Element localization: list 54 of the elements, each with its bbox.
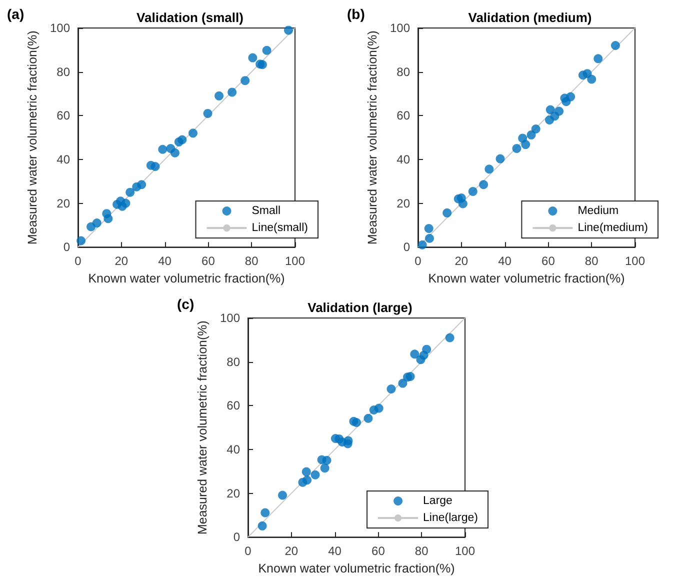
x-tick-label: 100 [624,254,646,268]
y-tick-label: 40 [226,442,240,456]
y-tick-label: 80 [56,64,70,79]
y-tick-label: 100 [50,21,70,35]
y-tick-label: 0 [233,530,240,544]
legend-label: Medium [578,205,619,217]
y-axis-title: Measured water volumetric fraction(%) [26,30,40,245]
x-tick-label: 0 [74,254,82,268]
x-tick-label: 20 [284,544,298,558]
y-tick-label: 20 [56,196,70,210]
legend-label: Line(large) [423,512,478,524]
y-axis-title: Measured water volumetric fraction(%) [366,30,380,245]
x-tick-label: 40 [328,544,342,558]
y-tick-label: 40 [56,152,70,166]
chart-title: Validation (small) [136,10,244,25]
y-tick-label: 100 [220,311,240,325]
x-tick-label: 80 [414,544,429,558]
y-axis-title: Measured water volumetric fraction(%) [196,320,210,535]
x-tick-label: 60 [202,254,216,268]
y-tick-label: 40 [396,152,410,166]
x-axis-title: Known water volumetric fraction(%) [428,272,625,286]
y-tick-label: 100 [390,21,410,35]
legend-label: Line(small) [252,222,308,234]
x-tick-label: 20 [454,254,468,268]
chart-title: Validation (large) [308,300,412,315]
x-tick-label: 100 [454,544,476,558]
x-tick-label: 20 [114,254,128,268]
x-tick-label: 0 [244,544,252,558]
legend-label: Large [423,495,452,507]
x-tick-label: 80 [244,254,259,268]
legend-label: Small [252,205,281,217]
x-tick-label: 0 [414,254,422,268]
x-tick-label: 60 [372,544,386,558]
x-tick-label: 60 [542,254,556,268]
x-axis-title: Known water volumetric fraction(%) [258,562,455,576]
text: (b) [347,6,365,22]
x-tick-label: 40 [498,254,512,268]
y-tick-label: 60 [396,108,410,123]
text: (a) [7,6,24,22]
x-tick-label: 80 [584,254,599,268]
legend-label: Line(medium) [578,222,648,234]
x-tick-label: 40 [158,254,172,268]
y-tick-label: 0 [63,240,70,254]
y-tick-label: 60 [226,398,240,413]
chart-title: Validation (medium) [468,10,592,25]
text: (c) [177,296,194,312]
y-tick-label: 60 [56,108,70,123]
y-tick-label: 20 [396,196,410,210]
y-tick-label: 0 [403,240,410,254]
x-axis-title: Known water volumetric fraction(%) [88,272,285,286]
y-tick-label: 20 [226,486,240,500]
y-tick-label: 80 [396,64,410,79]
x-tick-label: 100 [284,254,306,268]
y-tick-label: 80 [226,354,240,369]
